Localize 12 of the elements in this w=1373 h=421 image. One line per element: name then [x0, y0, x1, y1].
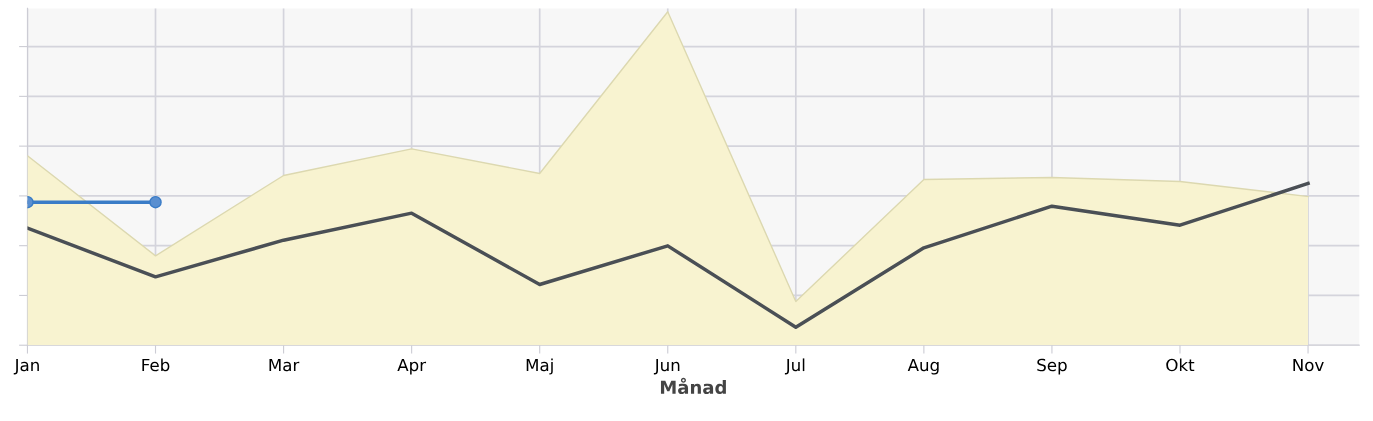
x-tick-label: Sep: [1037, 358, 1067, 375]
x-axis-title: Månad: [660, 377, 726, 395]
x-tick-label: Okt: [1166, 358, 1195, 372]
x-tick-label: Nov: [1293, 358, 1324, 372]
x-tick-label: Jul: [784, 358, 805, 375]
x-tick-label: Feb: [142, 358, 170, 372]
x-tick-label: Apr: [397, 358, 427, 375]
x-tick-label: Maj: [526, 358, 553, 375]
x-tick-label: Aug: [907, 358, 939, 375]
x-tick-label: Mar: [269, 358, 300, 372]
x-tick-label: Jan: [13, 358, 39, 375]
x-tick-label: Jun: [653, 358, 680, 375]
